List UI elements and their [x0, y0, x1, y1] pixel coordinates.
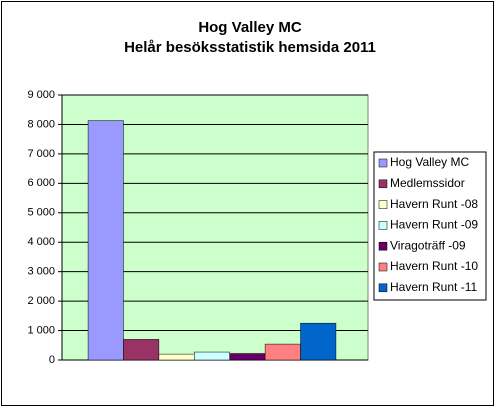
bar: [123, 339, 160, 361]
y-tick-label: 1 000: [27, 324, 55, 336]
legend-label: Havern Runt -08: [390, 197, 478, 211]
legend-swatch: [378, 221, 388, 230]
legend-box: [373, 151, 487, 301]
legend-swatch: [378, 241, 388, 251]
bar: [158, 353, 195, 361]
bar: [194, 351, 230, 361]
bar: [264, 343, 301, 361]
chart-subtitle: Helår besöksstatistik hemsida 2011: [124, 39, 376, 56]
bar: [87, 120, 124, 361]
bar: [300, 322, 337, 361]
y-tick-label: 6 000: [27, 177, 55, 189]
legend-label: Hog Valley MC: [390, 155, 469, 169]
y-tick-label: 3 000: [27, 266, 55, 278]
y-tick-label: 0: [49, 354, 55, 366]
y-tick-label: 4 000: [27, 236, 55, 248]
y-tick-label: 7 000: [27, 148, 55, 160]
y-tick-label: 8 000: [27, 118, 55, 130]
legend-swatch: [378, 283, 388, 293]
legend-label: Havern Runt -10: [390, 259, 478, 273]
bar: [229, 353, 266, 361]
y-tick-label: 2 000: [27, 295, 55, 307]
y-tick-label: 9 000: [27, 89, 55, 101]
legend-label: Viragoträff -09: [390, 238, 466, 252]
legend-swatch: [378, 200, 388, 209]
legend-label: Havern Runt -09: [390, 218, 478, 232]
y-tick-label: 5 000: [27, 207, 55, 219]
legend-swatch: [378, 262, 388, 272]
legend-label: Medlemssidor: [390, 176, 465, 190]
legend-swatch: [378, 158, 388, 168]
legend-label: Havern Runt -11: [390, 280, 477, 294]
legend-swatch: [378, 179, 388, 189]
chart-title: Hog Valley MC: [198, 19, 302, 36]
